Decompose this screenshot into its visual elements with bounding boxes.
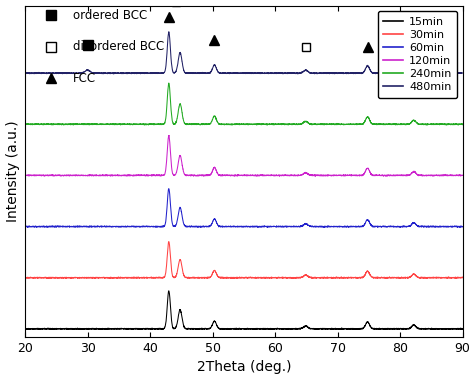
30min [230, 276, 236, 280]
60min [206, 224, 212, 228]
30min [209, 271, 215, 276]
120min [340, 173, 346, 177]
240min [166, 81, 172, 85]
Text: FCC: FCC [73, 72, 96, 85]
480min [295, 72, 301, 76]
30min [425, 276, 430, 281]
480min [209, 66, 215, 71]
240min [230, 122, 236, 127]
30min [206, 276, 212, 280]
X-axis label: 2Theta (deg.): 2Theta (deg.) [197, 361, 291, 374]
60min [460, 225, 466, 229]
480min [425, 71, 430, 76]
240min [22, 122, 28, 127]
60min [22, 224, 28, 229]
15min [230, 326, 236, 331]
60min [166, 186, 172, 191]
30min [460, 275, 466, 279]
30min [22, 276, 28, 280]
60min [340, 224, 346, 229]
120min [313, 174, 318, 179]
120min [166, 133, 172, 138]
480min [206, 71, 212, 76]
480min [230, 71, 236, 75]
120min [230, 173, 236, 178]
Y-axis label: Intensity (a.u.): Intensity (a.u.) [6, 120, 20, 222]
15min [340, 327, 346, 331]
60min [210, 220, 216, 224]
Line: 15min: 15min [25, 291, 463, 329]
Text: ordered BCC: ordered BCC [73, 9, 148, 22]
240min [209, 117, 215, 122]
240min [424, 123, 430, 127]
60min [425, 225, 430, 229]
480min [340, 71, 346, 76]
15min [166, 288, 171, 293]
15min [460, 326, 466, 331]
60min [446, 224, 452, 229]
15min [425, 326, 430, 331]
15min [206, 326, 212, 331]
240min [340, 122, 346, 127]
240min [206, 122, 212, 127]
480min [460, 71, 466, 75]
15min [51, 327, 57, 332]
Line: 60min: 60min [25, 188, 463, 227]
30min [425, 276, 430, 280]
Line: 120min: 120min [25, 135, 463, 176]
60min [44, 225, 50, 230]
Line: 480min: 480min [25, 32, 463, 74]
120min [425, 173, 430, 178]
240min [460, 122, 466, 127]
480min [446, 71, 452, 76]
30min [166, 239, 171, 244]
240min [446, 122, 452, 127]
15min [22, 326, 28, 331]
120min [206, 173, 212, 177]
240min [425, 122, 430, 126]
15min [210, 322, 216, 326]
15min [446, 327, 452, 331]
Legend: 15min, 30min, 60min, 120min, 240min, 480min: 15min, 30min, 60min, 120min, 240min, 480… [378, 11, 457, 98]
120min [460, 173, 466, 177]
60min [230, 225, 236, 229]
120min [209, 169, 215, 173]
120min [446, 173, 452, 178]
Text: disordered BCC: disordered BCC [73, 41, 165, 54]
Line: 240min: 240min [25, 83, 463, 125]
120min [22, 173, 28, 177]
30min [446, 276, 452, 280]
480min [166, 30, 172, 34]
Line: 30min: 30min [25, 242, 463, 279]
30min [340, 276, 346, 280]
480min [22, 71, 28, 75]
